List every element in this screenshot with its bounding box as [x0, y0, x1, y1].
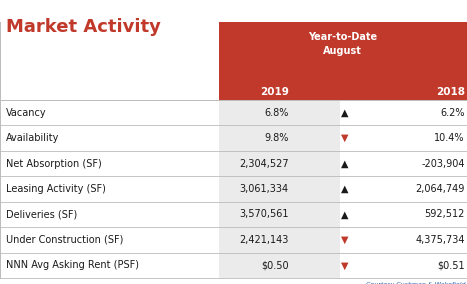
Text: ▲: ▲	[341, 184, 348, 194]
Text: 2,421,143: 2,421,143	[239, 235, 289, 245]
Text: $0.50: $0.50	[261, 260, 289, 270]
Bar	[219, 22, 467, 100]
Text: 2,064,749: 2,064,749	[415, 184, 465, 194]
Text: Courtesy Cushman & Wakefield: Courtesy Cushman & Wakefield	[366, 282, 465, 284]
Text: 2,304,527: 2,304,527	[239, 158, 289, 169]
Text: ▲: ▲	[341, 209, 348, 220]
Text: 3,570,561: 3,570,561	[239, 209, 289, 220]
Text: ▼: ▼	[341, 133, 348, 143]
Text: 6.8%: 6.8%	[264, 108, 289, 118]
Text: $0.51: $0.51	[437, 260, 465, 270]
Text: ▼: ▼	[341, 235, 348, 245]
Text: 4,375,734: 4,375,734	[415, 235, 465, 245]
Text: -203,904: -203,904	[421, 158, 465, 169]
Text: 2018: 2018	[436, 87, 465, 97]
Text: ▼: ▼	[341, 260, 348, 270]
Text: Market Activity: Market Activity	[6, 18, 161, 36]
Text: 592,512: 592,512	[425, 209, 465, 220]
Bar	[219, 100, 340, 278]
Text: ▲: ▲	[341, 108, 348, 118]
Text: 3,061,334: 3,061,334	[240, 184, 289, 194]
Text: Leasing Activity (SF): Leasing Activity (SF)	[6, 184, 106, 194]
Text: Year-to-Date
August: Year-to-Date August	[308, 32, 377, 57]
Text: ▲: ▲	[341, 158, 348, 169]
Text: Under Construction (SF): Under Construction (SF)	[6, 235, 123, 245]
Text: 10.4%: 10.4%	[434, 133, 465, 143]
Text: Vacancy: Vacancy	[6, 108, 46, 118]
Text: NNN Avg Asking Rent (PSF): NNN Avg Asking Rent (PSF)	[6, 260, 139, 270]
Text: 9.8%: 9.8%	[264, 133, 289, 143]
Text: 6.2%: 6.2%	[440, 108, 465, 118]
Text: Net Absorption (SF): Net Absorption (SF)	[6, 158, 101, 169]
Text: Deliveries (SF): Deliveries (SF)	[6, 209, 77, 220]
Text: Availability: Availability	[6, 133, 59, 143]
Text: 2019: 2019	[260, 87, 289, 97]
